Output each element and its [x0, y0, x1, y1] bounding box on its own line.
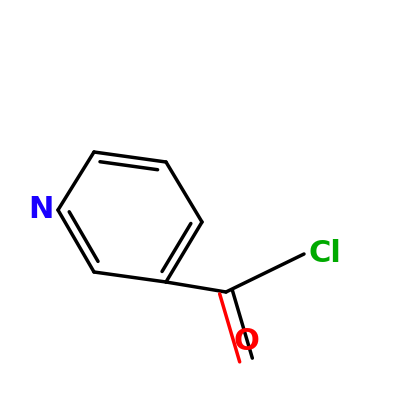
Text: Cl: Cl	[308, 240, 341, 268]
Text: N: N	[29, 196, 54, 224]
Text: O: O	[233, 327, 259, 356]
